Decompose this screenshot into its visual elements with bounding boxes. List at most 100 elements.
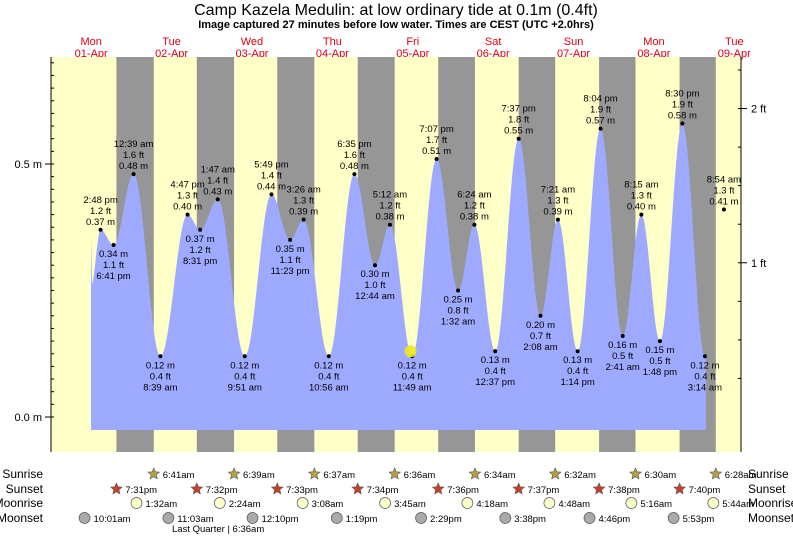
sunset-time: 7:33pm: [286, 485, 318, 496]
tide-label: 0.4 ft: [150, 371, 171, 382]
tide-point: [198, 227, 203, 232]
tide-label: 0.34 m: [99, 249, 128, 260]
tide-label: 0.12 m: [398, 360, 427, 371]
moonset-icon: [246, 512, 259, 524]
tide-label: 2:41 am: [606, 362, 640, 373]
tide-label: 7:37 pm: [501, 104, 535, 115]
tide-label: 1.3 ft: [547, 196, 568, 207]
tide-point: [575, 349, 580, 354]
row-label-right: Sunset: [748, 482, 786, 496]
tide-label: 0.38 m: [460, 212, 489, 223]
tide-point: [387, 222, 392, 227]
sunrise-icon: [629, 467, 642, 480]
row-label-left: Sunrise: [2, 467, 43, 481]
tide-label: 11:49 am: [393, 382, 432, 393]
plot-area: [51, 57, 741, 452]
tide-point: [702, 354, 707, 359]
tide-label: 0.16 m: [608, 340, 637, 351]
chart-title: Camp Kazela Medulin: at low ordinary tid…: [194, 2, 598, 19]
tide-label: 0.39 m: [543, 207, 572, 218]
moonrise-icon: [379, 497, 391, 509]
tide-label: 0.40 m: [173, 202, 202, 213]
tide-label: 1:47 am: [201, 164, 235, 175]
day-name-label: Mon: [80, 36, 101, 48]
tide-label: 0.58 m: [668, 111, 697, 122]
tide-area: [91, 123, 706, 430]
tide-label: 8:39 am: [143, 382, 177, 393]
tide-label: 0.20 m: [526, 320, 555, 331]
tide-label: 1.3 ft: [713, 186, 734, 197]
sunrise-icon: [307, 467, 321, 480]
moonset-icon: [583, 512, 596, 524]
sunrise-icon: [147, 467, 161, 480]
tide-label: 0.37 m: [186, 234, 215, 245]
tide-label: 0.4 ft: [402, 371, 423, 382]
current-time-marker: [404, 345, 417, 358]
lunar-phase-note: Last Quarter | 6:36am: [172, 524, 264, 535]
moonset-icon: [667, 512, 680, 524]
chart-subtitle: Image captured 27 minutes before low wat…: [198, 19, 594, 31]
tide-label: 3:14 am: [688, 382, 722, 393]
tide-label: 0.7 ft: [530, 331, 551, 342]
tide-label: 8:30 pm: [665, 89, 699, 100]
tide-label: 1.0 ft: [364, 280, 385, 291]
tide-label: 0.12 m: [690, 360, 719, 371]
tide-label: 1.3 ft: [177, 191, 198, 202]
tide-label: 1.8 ft: [508, 115, 529, 126]
moonrise-icon: [707, 497, 720, 509]
sunrise-time: 6:41am: [163, 470, 195, 481]
tide-point: [288, 237, 293, 242]
tide-label: 1.9 ft: [590, 105, 611, 116]
sunrise-icon: [548, 467, 562, 480]
tide-point: [434, 156, 439, 161]
tide-point: [639, 212, 644, 217]
axes: 0.0 m 0.5 m 1 ft 2 ft: [14, 57, 766, 452]
row-label-left: Moonset: [0, 511, 44, 525]
tide-point: [493, 349, 498, 354]
moonrise-icon: [461, 497, 474, 509]
sunrise-icon: [709, 467, 723, 480]
tide-label: 0.37 m: [86, 217, 115, 228]
tide-label: 1.3 ft: [631, 191, 652, 202]
tide-point: [158, 354, 163, 359]
moonrise-time: 3:45am: [394, 499, 426, 510]
sunrise-time: 6:34am: [484, 470, 516, 481]
sunset-icon: [190, 482, 204, 495]
sunset-icon: [270, 482, 284, 495]
sunset-time: 7:38pm: [608, 485, 640, 496]
tide-label: 0.12 m: [146, 360, 175, 371]
day-name-label: Tue: [162, 36, 181, 48]
sunset-time: 7:40pm: [689, 485, 721, 496]
tide-label: 1.2 ft: [464, 201, 485, 212]
sunrise-icon: [227, 467, 241, 480]
day-name-label: Mon: [643, 36, 664, 48]
tide-point: [111, 242, 116, 247]
tide-label: 0.12 m: [230, 360, 259, 371]
day-name-label: Thu: [323, 36, 342, 48]
tide-label: 0.4 ft: [485, 366, 506, 377]
tide-label: 1:14 pm: [560, 377, 594, 388]
moonrise-time: 4:48am: [558, 499, 590, 510]
tide-label: 8:31 pm: [183, 256, 217, 267]
tide-label: 1.6 ft: [344, 150, 365, 161]
tide-point: [620, 334, 625, 339]
tide-label: 0.5 ft: [612, 351, 633, 362]
sunrise-icon: [388, 467, 402, 480]
tide-point: [242, 354, 247, 359]
sunset-icon: [431, 482, 445, 495]
moonset-icon: [78, 512, 91, 524]
tide-label: 0.40 m: [627, 202, 656, 213]
sunset-icon: [592, 482, 606, 495]
day-name-label: Tue: [725, 36, 744, 48]
moonrise-icon: [296, 497, 309, 509]
sunrise-time: 6:37am: [323, 470, 355, 481]
sunrise-time: 6:36am: [404, 470, 436, 481]
tide-label: 0.4 ft: [567, 366, 588, 377]
tide-label: 0.48 m: [119, 161, 148, 172]
tide-label: 7:21 am: [541, 185, 575, 196]
tide-point: [185, 212, 190, 217]
tide-label: 0.4 ft: [234, 371, 255, 382]
day-name-label: Sun: [564, 36, 584, 48]
tide-label: 9:51 am: [228, 382, 262, 393]
